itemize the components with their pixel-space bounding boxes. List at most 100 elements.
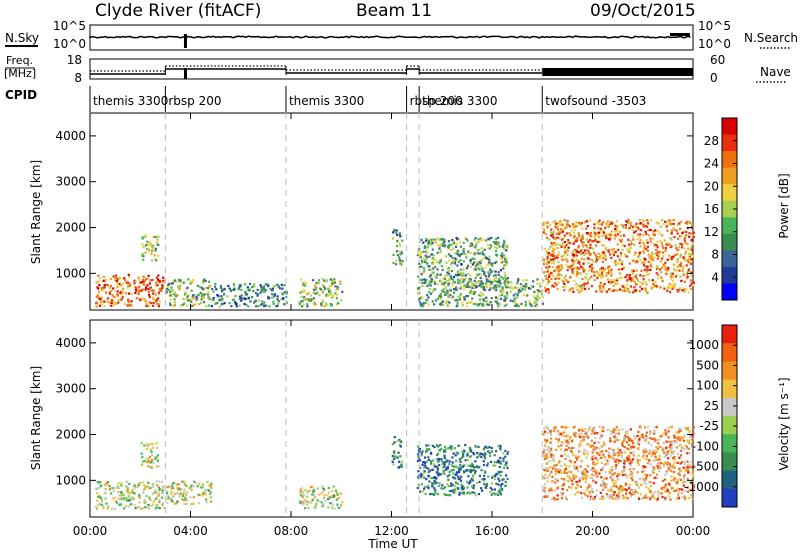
data-cell <box>649 254 652 258</box>
data-cell <box>561 441 564 444</box>
data-cell <box>430 462 433 465</box>
data-cell <box>151 492 154 495</box>
data-cell <box>692 432 695 436</box>
data-cell <box>621 260 624 263</box>
data-cell <box>480 239 483 242</box>
data-cell <box>499 275 502 278</box>
colorbar-tick-label: 4 <box>711 270 719 284</box>
data-cell <box>472 469 475 472</box>
data-cell <box>444 445 447 449</box>
data-cell <box>525 279 528 282</box>
data-cell <box>572 256 575 259</box>
data-cell <box>661 244 664 247</box>
data-cell <box>689 274 692 277</box>
data-cell <box>615 497 618 500</box>
data-cell <box>453 262 456 265</box>
data-cell <box>575 268 578 271</box>
data-cell <box>609 437 612 440</box>
data-cell <box>559 219 562 223</box>
data-cell <box>133 492 136 495</box>
data-cell <box>309 294 312 297</box>
data-cell <box>584 473 587 476</box>
data-cell <box>479 276 482 280</box>
data-cell <box>182 298 185 301</box>
data-cell <box>542 448 545 451</box>
data-cell <box>126 286 129 289</box>
data-cell <box>462 453 465 456</box>
data-cell <box>542 433 545 436</box>
data-cell <box>458 469 461 472</box>
data-cell <box>550 437 553 440</box>
data-cell <box>327 486 330 490</box>
data-cell <box>334 292 337 295</box>
data-cell <box>113 278 116 281</box>
data-cell <box>593 463 596 466</box>
data-cell <box>507 281 510 284</box>
data-cell <box>149 466 152 469</box>
colorbar-tick-label: -25 <box>699 419 719 433</box>
data-cell <box>690 271 693 274</box>
data-cell <box>572 225 575 229</box>
data-cell <box>617 495 620 498</box>
data-cell <box>499 447 502 450</box>
data-cell <box>401 239 404 242</box>
data-cell <box>476 252 479 255</box>
data-cell <box>340 492 343 495</box>
data-cell <box>324 305 327 308</box>
data-cell <box>683 496 686 499</box>
data-cell <box>682 436 685 439</box>
data-cell <box>581 237 584 240</box>
data-cell <box>496 284 499 287</box>
data-cell <box>663 287 666 290</box>
data-cell <box>556 498 559 501</box>
data-cell <box>146 457 149 460</box>
data-cell <box>601 497 604 501</box>
data-cell <box>607 451 611 454</box>
data-cell <box>565 444 568 447</box>
data-cell <box>612 430 615 433</box>
data-cell <box>692 231 696 234</box>
data-cell <box>559 469 562 472</box>
data-cell <box>641 436 644 439</box>
data-cell <box>150 504 153 508</box>
data-cell <box>689 489 692 492</box>
data-cell <box>679 264 682 267</box>
data-cell <box>323 279 326 282</box>
data-cell <box>652 230 655 233</box>
data-cell <box>670 244 673 247</box>
data-cell <box>568 446 571 449</box>
data-cell <box>127 273 130 276</box>
data-cell <box>256 294 259 297</box>
data-cell <box>641 433 644 436</box>
data-cell <box>479 298 482 301</box>
data-cell <box>307 506 310 510</box>
cpid-label: CPID <box>5 88 37 102</box>
data-cell <box>426 246 429 249</box>
data-cell <box>211 288 214 291</box>
data-cell <box>668 492 671 495</box>
data-cell <box>328 293 331 296</box>
data-cell <box>623 458 626 461</box>
data-cell <box>637 279 640 282</box>
data-cell <box>577 221 580 224</box>
data-cell <box>495 472 498 475</box>
data-cell <box>453 288 456 291</box>
data-cell <box>450 270 454 273</box>
data-cell <box>554 277 557 280</box>
data-cell <box>430 278 433 281</box>
data-cell <box>631 228 634 231</box>
data-cell <box>483 446 486 449</box>
data-cell <box>449 494 452 497</box>
data-cell <box>124 505 128 508</box>
data-cell <box>183 302 186 305</box>
data-cell <box>665 485 668 488</box>
data-cell <box>456 249 459 252</box>
data-cell <box>636 261 639 264</box>
data-cell <box>593 432 596 435</box>
data-cell <box>543 489 546 492</box>
data-cell <box>416 445 420 448</box>
data-cell <box>590 432 593 435</box>
data-cell <box>591 427 594 430</box>
data-cell <box>502 459 505 462</box>
data-cell <box>122 507 126 510</box>
